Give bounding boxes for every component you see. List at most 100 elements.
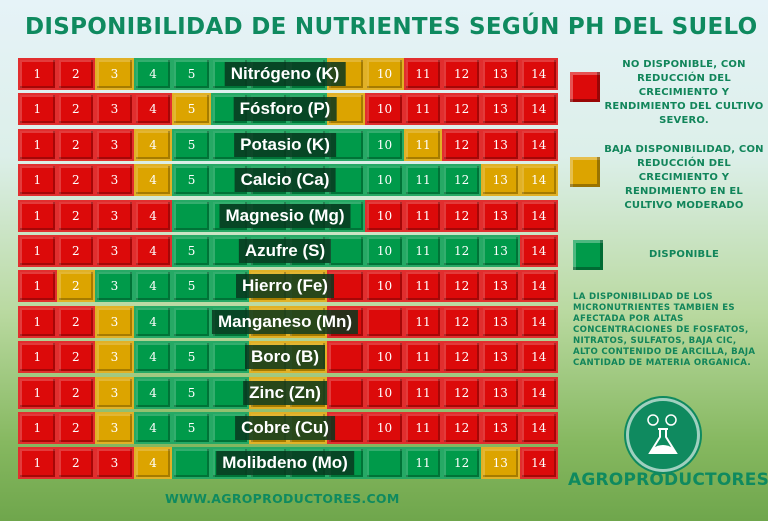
ph-cell (365, 305, 404, 338)
ph-cell: 4 (133, 128, 173, 161)
ph-cell: 14 (519, 58, 559, 90)
ph-cell: 2 (56, 376, 96, 409)
nutrient-label: Nitrógeno (K) (224, 62, 346, 86)
nutrient-row: 1 2 3 4 5 10 11 12 13 14 Zinc (Zn) (18, 376, 559, 409)
ph-cell: 10 (365, 199, 404, 232)
ph-cell: 10 (365, 58, 404, 90)
ph-cell: 11 (403, 164, 443, 197)
ph-cell: 13 (480, 58, 520, 90)
nutrient-label: Zinc (Zn) (243, 380, 327, 405)
ph-cell: 14 (519, 376, 559, 409)
ph-cell: 11 (403, 235, 443, 267)
ph-cell: 4 (133, 270, 173, 303)
ph-cell: 4 (133, 199, 173, 232)
ph-cell: 1 (18, 447, 57, 480)
ph-cell: 2 (56, 58, 96, 90)
legend-text: BAJA DISPONIBILIDAD, CON REDUCCIÓN DEL C… (604, 144, 764, 211)
ph-cell: 3 (95, 93, 134, 126)
ph-cell: 1 (18, 341, 57, 374)
ph-cell: 11 (403, 376, 443, 409)
ph-cell: 1 (18, 199, 57, 232)
ph-cell: 14 (519, 270, 559, 303)
ph-cell: 5 (172, 93, 211, 126)
ph-cell: 2 (56, 305, 96, 338)
ph-cell: 14 (519, 305, 559, 338)
ph-cell: 13 (480, 199, 520, 232)
ph-cell: 1 (18, 58, 57, 90)
ph-cell: 5 (172, 270, 211, 303)
ph-cell: 13 (480, 93, 520, 126)
ph-cell: 12 (442, 199, 481, 232)
ph-cell: 13 (480, 412, 520, 444)
ph-cell: 2 (56, 128, 96, 161)
ph-cell: 13 (480, 164, 520, 197)
ph-cell: 3 (95, 305, 134, 338)
ph-cell: 3 (95, 164, 134, 197)
ph-cell: 5 (172, 376, 211, 409)
legend-text: DISPONIBLE (649, 249, 719, 260)
ph-cell: 13 (480, 235, 520, 267)
nutrient-label: Potasio (K) (234, 132, 336, 157)
nutrient-row: 1 2 3 4 5 10 11 12 13 14 Hierro (Fe) (18, 270, 559, 303)
ph-cell: 5 (172, 412, 211, 444)
ph-cell: 2 (56, 412, 96, 444)
ph-cell: 12 (442, 270, 481, 303)
ph-cell: 3 (95, 58, 134, 90)
ph-cell: 12 (442, 235, 481, 267)
micronutrient-note: LA DISPONIBILIDAD DE LOS MICRONUTRIENTES… (573, 292, 756, 368)
ph-cell: 4 (133, 235, 173, 267)
ph-cell: 13 (480, 341, 520, 374)
ph-cell: 1 (18, 305, 57, 338)
nutrient-row: 1 2 3 4 5 10 11 12 13 14 Calcio (Ca) (18, 164, 559, 197)
ph-cell: 2 (56, 341, 96, 374)
ph-cell: 12 (442, 93, 481, 126)
ph-cell: 4 (133, 93, 173, 126)
ph-cell: 10 (365, 93, 404, 126)
ph-cell: 11 (403, 58, 443, 90)
ph-cell: 4 (133, 58, 173, 90)
ph-cell: 10 (365, 235, 404, 267)
ph-cell: 11 (403, 447, 443, 480)
ph-cell: 4 (133, 447, 173, 480)
ph-cell: 14 (519, 412, 559, 444)
nutrient-row: 1 2 3 4 11 12 13 14 Manganeso (Mn) (18, 305, 559, 338)
ph-cell: 13 (480, 270, 520, 303)
ph-cell: 2 (56, 93, 96, 126)
ph-cell: 5 (172, 235, 211, 267)
ph-cell: 11 (403, 128, 443, 161)
ph-cell (326, 235, 366, 267)
nutrient-label: Magnesio (Mg) (219, 203, 351, 228)
ph-cell: 14 (519, 235, 559, 267)
ph-cell: 4 (133, 341, 173, 374)
nutrient-row: 1 2 3 4 5 10 11 12 13 14 Potasio (K) (18, 128, 559, 161)
red-swatch-icon (570, 72, 600, 102)
ph-cell: 14 (519, 128, 559, 161)
nutrient-label: Manganeso (Mn) (211, 309, 359, 334)
ph-cell: 10 (365, 376, 404, 409)
ph-cell: 1 (18, 270, 57, 303)
ph-cell: 3 (95, 412, 134, 444)
ph-cell: 12 (442, 341, 481, 374)
ph-cell: 10 (365, 164, 404, 197)
ph-cell: 2 (56, 235, 96, 267)
ph-cell (326, 376, 366, 409)
green-swatch-icon (573, 240, 603, 270)
nutrient-row: 1 2 3 4 5 10 11 12 13 14 Fósforo (P) (18, 93, 559, 126)
ph-cell: 3 (95, 270, 134, 303)
legend-text: NO DISPONIBLE, CON REDUCCIÓN DEL CRECIMI… (604, 59, 764, 126)
ph-cell: 11 (403, 305, 443, 338)
website-link[interactable]: WWW.AGROPRODUCTORES.COM (165, 491, 400, 506)
ph-cell (326, 341, 366, 374)
ph-cell: 12 (442, 58, 481, 90)
ph-cell: 4 (133, 412, 173, 444)
ph-cell (172, 305, 211, 338)
nutrient-label: Boro (B) (245, 345, 325, 370)
ph-cell: 13 (480, 305, 520, 338)
nutrient-row: 1 2 3 4 11 12 13 14 Molibdeno (Mo) (18, 447, 559, 480)
ph-cell: 11 (403, 199, 443, 232)
nutrient-row: 1 2 3 4 5 10 11 12 13 14 Cobre (Cu) (18, 412, 559, 444)
ph-cell (210, 341, 250, 374)
nutrient-label: Fósforo (P) (233, 97, 337, 122)
ph-cell: 1 (18, 93, 57, 126)
ph-cell: 4 (133, 164, 173, 197)
